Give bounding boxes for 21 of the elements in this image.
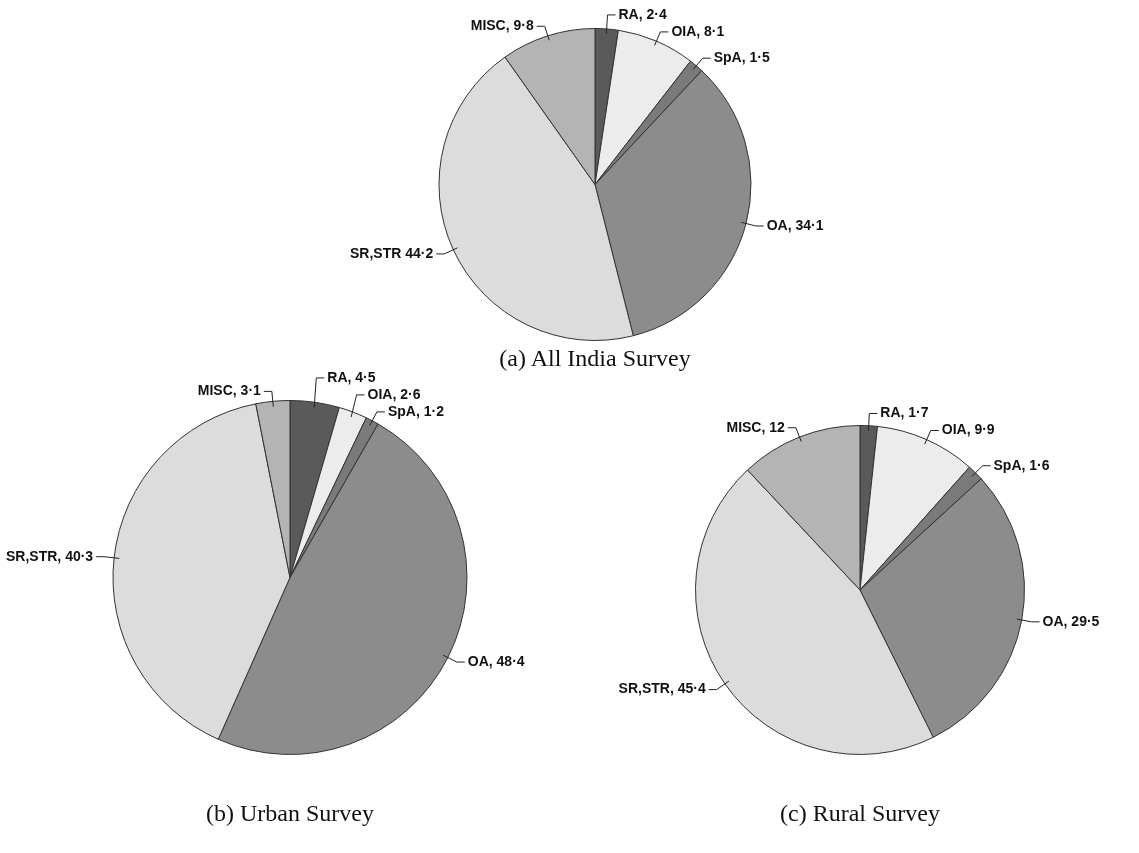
slice-label: MISC, 12 xyxy=(726,418,786,435)
slice-label: OA, 34·1 xyxy=(766,216,824,233)
slice-label: SR,STR, 45·4 xyxy=(618,680,706,697)
slice-label: SR,STR, 40·3 xyxy=(6,547,94,564)
text: (c) Rural Survey xyxy=(779,800,941,827)
slice-label: MISC, 9·8 xyxy=(470,17,534,34)
slice-label: RA, 4·5 xyxy=(327,368,376,385)
slice-label: OIA, 9·9 xyxy=(941,421,995,438)
slice-label: RA, 2·4 xyxy=(618,5,667,22)
text: (b) Urban Survey xyxy=(205,800,375,827)
slice-label: OA, 48·4 xyxy=(467,652,525,669)
text: (a) All India Survey xyxy=(499,345,691,371)
slice-label: MISC, 3·1 xyxy=(197,382,262,399)
slice-label: SpA, 1·5 xyxy=(713,49,770,66)
slice-label: SR,STR 44·2 xyxy=(349,244,434,261)
slice-label: SpA, 1·2 xyxy=(387,402,445,419)
slice-label: OIA, 2·6 xyxy=(367,385,421,402)
slice-label: OA, 29·5 xyxy=(1042,612,1100,629)
slice-label: RA, 1·7 xyxy=(880,404,929,421)
slice-label: OIA, 8·1 xyxy=(671,22,725,39)
slice-label: SpA, 1·6 xyxy=(993,456,1050,473)
